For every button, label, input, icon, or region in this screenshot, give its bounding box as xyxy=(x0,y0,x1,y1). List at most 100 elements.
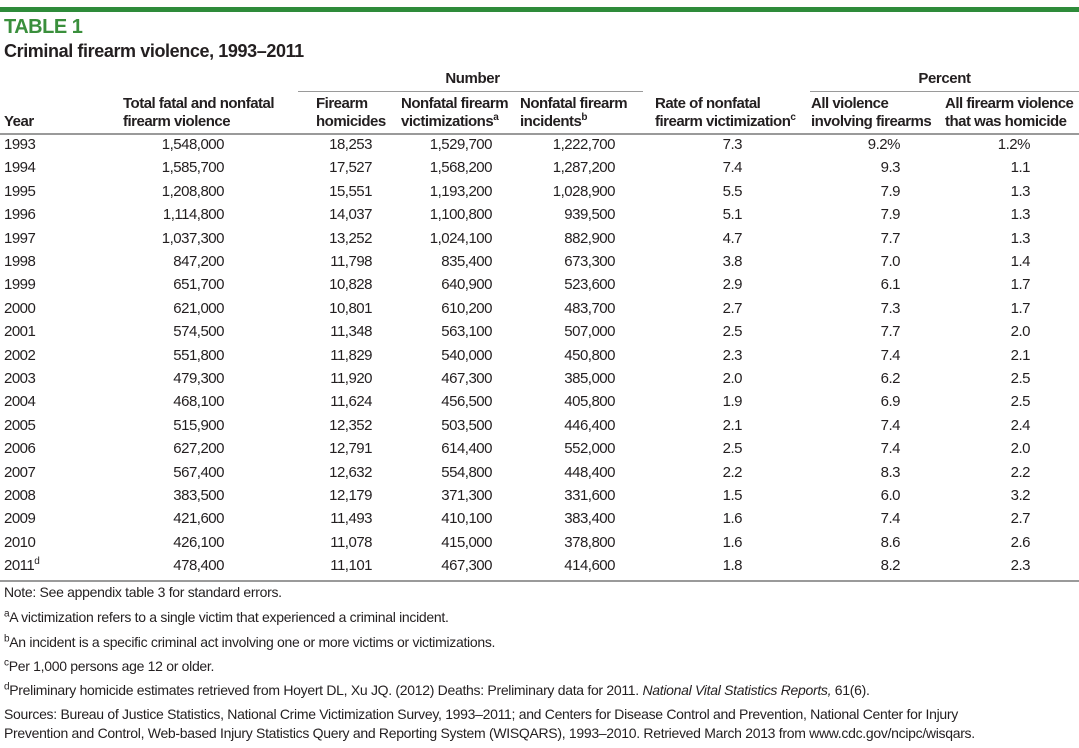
table-row: 1994 1,585,700 17,527 1,568,200 1,287,200 7.4… xyxy=(0,159,1079,182)
header-line-2: involving firearms xyxy=(811,113,932,131)
table-cell: 11,348 xyxy=(330,323,372,341)
journal-name: National Vital Statistics Reports, xyxy=(642,682,832,698)
table-cell: 467,300 xyxy=(441,370,492,387)
footnote-text: Preliminary homicide estimates retrieved… xyxy=(9,682,643,698)
table-row: 1997 1,037,300 13,252 1,024,100 882,900 4.7 7.… xyxy=(0,230,1079,253)
year-text: 2004 xyxy=(4,393,36,411)
header-text: Year xyxy=(4,113,34,130)
table-cell: 2.1 xyxy=(1010,346,1031,364)
table-cell: 383,500 xyxy=(173,487,224,504)
cell-year: 2011d xyxy=(4,557,40,575)
table-cell: 567,400 xyxy=(173,463,224,481)
table-cell: 1,548,000 xyxy=(161,136,225,153)
table-cell: 1.3 xyxy=(1010,229,1031,247)
table-cell: 1.4 xyxy=(1010,253,1031,270)
table-cell: 8.2 xyxy=(880,557,901,575)
header-text: involving firearms xyxy=(811,113,932,130)
header-text: homicides xyxy=(316,113,386,130)
table-cell: 1,208,800 xyxy=(161,182,225,200)
table-cell: 11,920 xyxy=(330,370,372,387)
table-cell: 383,400 xyxy=(564,510,615,528)
year-text: 2003 xyxy=(4,370,36,387)
table-cell: 2.3 xyxy=(722,346,743,364)
table-cell: 6.2 xyxy=(880,370,901,387)
cell-year: 2010 xyxy=(4,533,36,551)
footnote-c: cPer 1,000 persons age 12 or older. xyxy=(4,657,214,676)
table-cell: 2.2 xyxy=(722,463,743,481)
table-title: Criminal firearm violence, 1993–2011 xyxy=(4,41,304,61)
table-cell: 9.3 xyxy=(880,159,901,177)
header-line-1: Total fatal and nonfatal xyxy=(123,95,275,112)
header-footnote-mark: c xyxy=(790,112,796,123)
table-cell: 1,585,700 xyxy=(161,159,225,177)
cell-year: 2002 xyxy=(4,346,36,364)
table-cell: 12,632 xyxy=(329,463,372,481)
table-row: 2002 551,800 11,829 540,000 450,800 2.3 7.4 2.1 xyxy=(0,347,1079,370)
table-cell: 468,100 xyxy=(173,393,224,411)
table-cell: 2.9 xyxy=(722,276,743,294)
table-row: 1995 1,208,800 15,551 1,193,200 1,028,900 5.5… xyxy=(0,183,1079,206)
table-row: 2010 426,100 11,078 415,000 378,800 1.6 8.6 2.6 xyxy=(0,534,1079,557)
group-rule-number xyxy=(298,91,643,92)
table-cell: 11,101 xyxy=(330,557,372,575)
year-text: 1999 xyxy=(4,276,36,294)
table-cell: 450,800 xyxy=(564,346,615,364)
table-cell: 17,527 xyxy=(329,159,372,177)
table-cell: 10,828 xyxy=(329,276,372,294)
header-text: firearm violence xyxy=(123,113,231,130)
year-text: 2002 xyxy=(4,346,36,364)
table-cell: 2.5 xyxy=(1010,393,1031,411)
table-cell: 1,114,800 xyxy=(162,206,225,224)
column-header: Firearm homicides xyxy=(316,95,386,131)
table-row: 2008 383,500 12,179 371,300 331,600 1.5 6.0 3.2 xyxy=(0,487,1079,510)
table-cell: 410,100 xyxy=(441,510,492,528)
table-cell: 7.4 xyxy=(880,510,901,528)
year-text: 2006 xyxy=(4,440,36,458)
table-cell: 371,300 xyxy=(441,487,492,504)
table-cell: 1.7 xyxy=(1010,299,1031,317)
table-cell: 7.4 xyxy=(722,159,743,177)
header-line-2: firearm violence xyxy=(123,113,274,131)
table-cell: 11,078 xyxy=(330,533,372,551)
cell-year: 1998 xyxy=(4,253,36,270)
table-cell: 621,000 xyxy=(173,299,224,317)
table-cell: 426,100 xyxy=(173,533,224,551)
table-cell: 2.7 xyxy=(722,299,743,317)
header-line-2: incidentsb xyxy=(520,113,627,131)
table-row: 2003 479,300 11,920 467,300 385,000 2.0 6.2 2.5 xyxy=(0,370,1079,393)
table-cell: 1,193,200 xyxy=(429,182,493,200)
table-cell: 331,600 xyxy=(564,487,615,504)
table-row: 2007 567,400 12,632 554,800 448,400 2.2 8.3 2.2 xyxy=(0,464,1079,487)
table-cell: 1.5 xyxy=(722,487,743,504)
table-cell: 15,551 xyxy=(329,182,372,200)
table-cell: 554,800 xyxy=(441,463,492,481)
table-cell: 414,600 xyxy=(564,557,615,575)
table-cell: 503,500 xyxy=(441,416,492,434)
table-cell: 478,400 xyxy=(173,557,224,575)
table-row: 1993 1,548,000 18,253 1,529,700 1,222,700 7.3… xyxy=(0,136,1079,159)
header-line-2: that was homicide xyxy=(945,113,1073,131)
table-cell: 2.3 xyxy=(1010,557,1031,575)
table-row: 1999 651,700 10,828 640,900 523,600 2.9 6.1 1.7 xyxy=(0,276,1079,299)
table-cell: 1.6 xyxy=(722,510,743,528)
footnote-text: An incident is a specific criminal act i… xyxy=(9,634,496,650)
header-line-1: All firearm violence xyxy=(945,95,1074,112)
table-cell: 610,200 xyxy=(441,299,492,317)
table-cell: 2.4 xyxy=(1010,416,1031,434)
table-cell: 5.5 xyxy=(722,182,743,200)
table-cell: 7.3 xyxy=(880,299,901,317)
footnote-a: aA victimization refers to a single vict… xyxy=(4,608,449,627)
group-header-number: Number xyxy=(445,70,500,87)
header-text: victimizations xyxy=(401,113,494,130)
header-line-2: firearm victimizationc xyxy=(655,112,796,131)
table-cell: 7.9 xyxy=(880,206,901,224)
footnote-text: A victimization refers to a single victi… xyxy=(9,609,449,625)
group-rule-percent xyxy=(810,91,1079,92)
table-cell: 3.2 xyxy=(1010,487,1031,504)
table-row: 1996 1,114,800 14,037 1,100,800 939,500 5.1 7.… xyxy=(0,206,1079,229)
table-cell: 448,400 xyxy=(564,463,615,481)
header-line-1: All violence xyxy=(811,95,889,112)
table-cell: 7.7 xyxy=(880,229,901,247)
header-line-1: Firearm xyxy=(316,95,368,112)
year-text: 2010 xyxy=(4,533,36,551)
